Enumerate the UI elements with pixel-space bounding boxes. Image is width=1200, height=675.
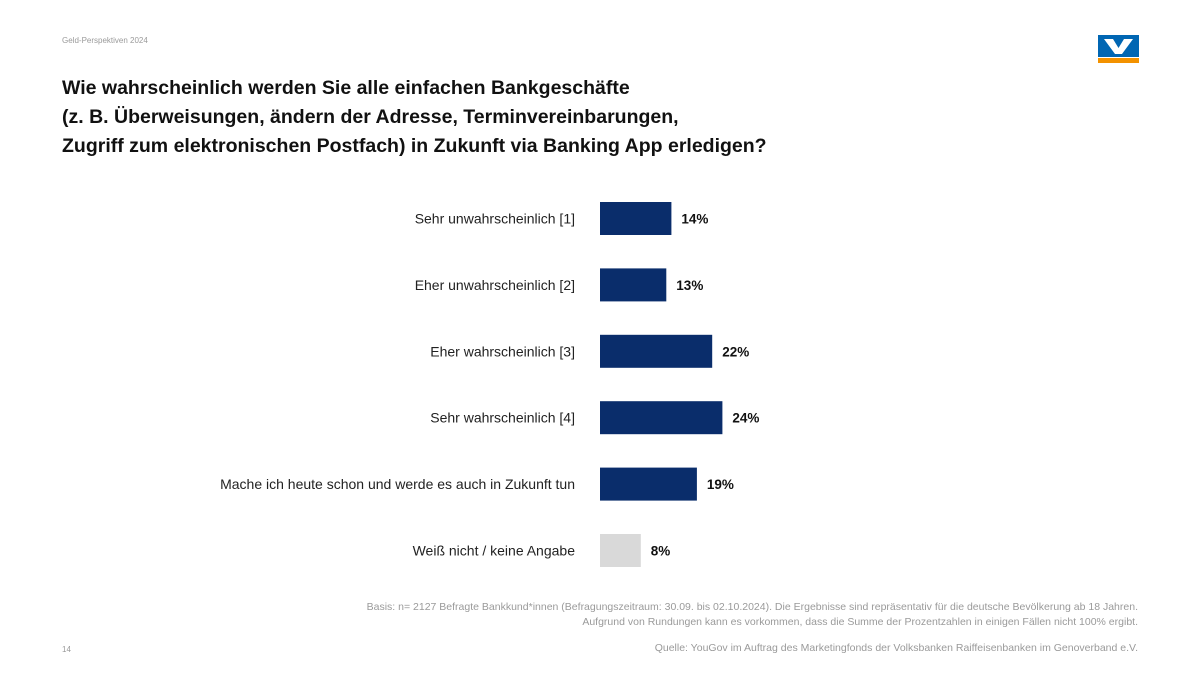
category-label: Eher unwahrscheinlich [2] [415,277,575,293]
category-label: Sehr wahrscheinlich [4] [430,410,575,426]
bar [600,202,672,235]
title-line-1: Wie wahrscheinlich werden Sie alle einfa… [62,77,630,99]
header-label: Geld-Perspektiven 2024 [62,36,148,45]
title-line-2: (z. B. Überweisungen, ändern der Adresse… [62,106,679,128]
page-number: 14 [62,645,71,654]
value-label: 22% [722,344,749,359]
logo-mark [1104,39,1133,54]
category-label: Weiß nicht / keine Angabe [413,543,576,559]
basis-footnote: Basis: n= 2127 Befragte Bankkund*innen (… [138,600,1138,630]
value-label: 13% [676,278,703,293]
value-label: 14% [681,212,708,227]
title-line-3: Zugriff zum elektronischen Postfach) in … [62,135,767,157]
bar [600,401,723,435]
value-label: 19% [707,477,734,492]
bar [600,268,667,302]
bar [600,334,713,368]
basis-line-2: Aufgrund von Rundungen kann es vorkommen… [582,616,1138,628]
category-label: Sehr unwahrscheinlich [1] [415,211,575,227]
category-label: Mache ich heute schon und werde es auch … [220,476,575,492]
value-label: 8% [651,544,671,559]
page-title: Wie wahrscheinlich werden Sie alle einfa… [62,74,962,161]
category-label: Eher wahrscheinlich [3] [430,343,575,359]
logo-orange-stripe [1098,58,1139,63]
bar [600,467,697,501]
bar-chart: Sehr unwahrscheinlich [1] 14% Eher unwahrs… [220,202,759,567]
source-note: Quelle: YouGov im Auftrag des Marketingf… [654,642,1138,654]
volksbank-logo-icon [1098,35,1139,63]
basis-line-1: Basis: n= 2127 Befragte Bankkund*innen (… [366,601,1138,613]
bar [600,534,641,567]
value-label: 24% [732,411,759,426]
